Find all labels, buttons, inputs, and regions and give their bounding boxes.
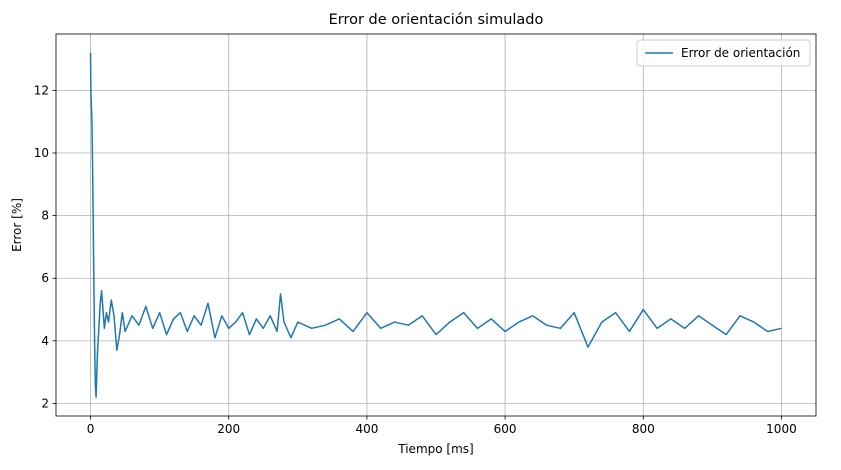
x-tick-label: 600 (494, 422, 517, 436)
x-axis-label: Tiempo [ms] (397, 442, 473, 456)
y-tick-label: 2 (41, 396, 49, 410)
legend-box (636, 39, 811, 67)
x-tick-label: 0 (87, 422, 95, 436)
y-axis-label: Error [%] (10, 198, 24, 252)
x-tick-label: 200 (217, 422, 240, 436)
y-tick-label: 6 (41, 271, 49, 285)
y-tick-label: 4 (41, 334, 49, 348)
x-tick-label: 1000 (766, 422, 797, 436)
y-tick-label: 12 (34, 83, 49, 97)
x-tick-label: 400 (355, 422, 378, 436)
chart-title: Error de orientación simulado (329, 12, 544, 28)
plot-frame (55, 33, 817, 417)
x-tick-label: 800 (632, 422, 655, 436)
y-axis-ticks: 2 4 6 8 10 12 (34, 83, 56, 410)
series-layer (89, 52, 782, 398)
legend: Error de orientación (636, 39, 811, 67)
y-tick-label: 10 (34, 146, 49, 160)
series-line (89, 52, 782, 398)
x-axis-ticks: 0 200 400 600 800 1000 (87, 416, 797, 436)
grid (56, 34, 816, 416)
y-tick-label: 8 (41, 209, 49, 223)
legend-entry-label: Error de orientación (681, 46, 800, 60)
